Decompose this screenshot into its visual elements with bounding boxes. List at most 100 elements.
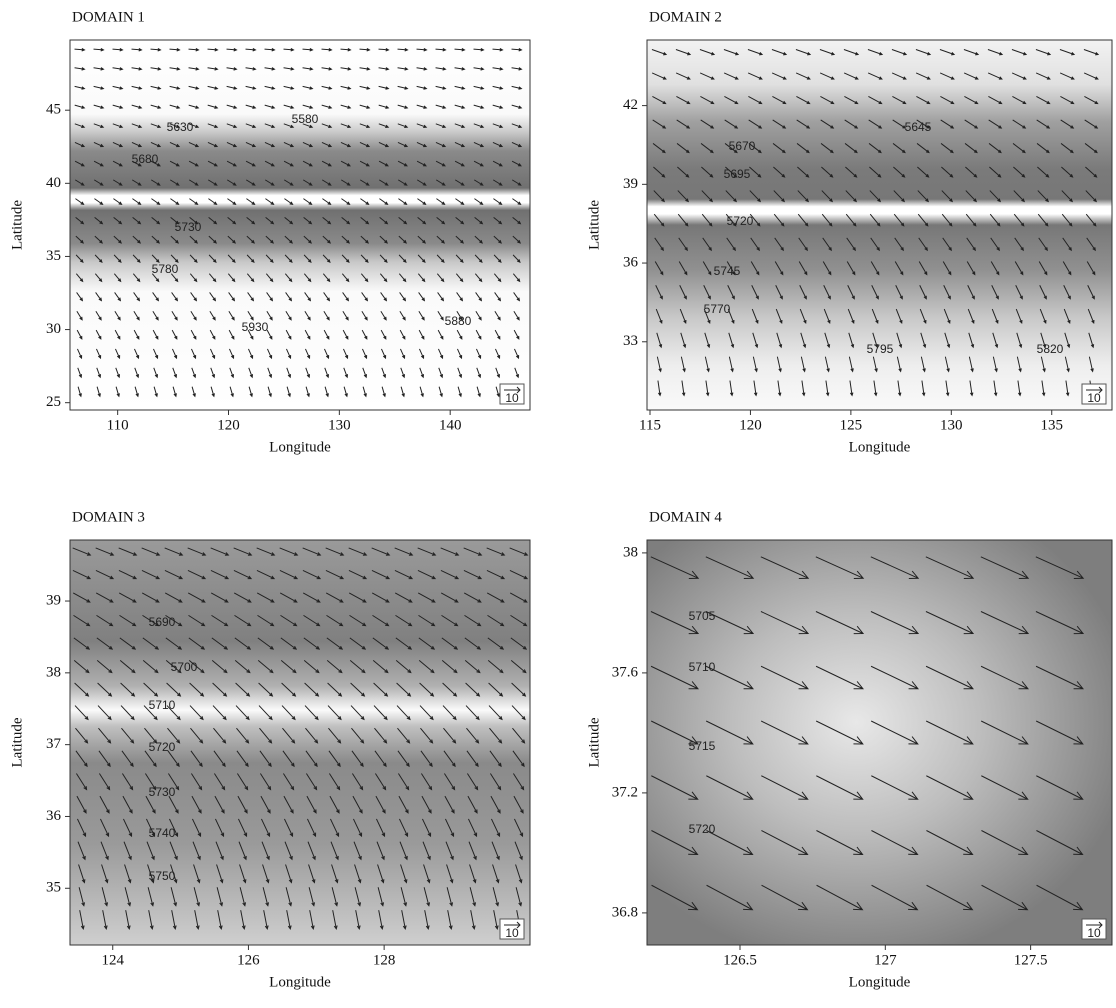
wind-vector	[190, 292, 198, 302]
wind-vector	[476, 348, 482, 360]
wind-vector	[966, 261, 976, 276]
wind-vector	[302, 67, 314, 71]
wind-vector	[360, 254, 369, 263]
wind-vector	[323, 310, 330, 321]
wind-vector	[340, 104, 352, 109]
wind-vector	[102, 910, 108, 930]
wind-vector	[76, 292, 84, 302]
wind-vector	[1037, 166, 1050, 178]
wind-vector	[99, 795, 110, 814]
wind-vector	[93, 47, 105, 52]
wind-vector	[227, 198, 237, 206]
wind-vector	[652, 119, 667, 129]
wind-vector	[132, 235, 141, 244]
wind-vector	[846, 261, 856, 276]
wind-vector	[495, 348, 501, 360]
wind-vector	[512, 254, 521, 263]
wind-vector	[651, 49, 668, 56]
wind-vector	[397, 727, 411, 744]
wind-vector	[378, 142, 390, 148]
wind-vector	[512, 773, 525, 791]
wind-vector	[454, 160, 465, 167]
wind-vector	[226, 123, 238, 129]
wind-vector	[676, 119, 691, 129]
y-axis-label: Latitude	[9, 200, 25, 250]
wind-vector	[172, 348, 178, 360]
wind-vector	[303, 254, 312, 263]
wind-vector	[1035, 72, 1051, 80]
wind-vector	[423, 887, 431, 907]
wind-vector	[95, 329, 102, 340]
wind-vector	[438, 348, 444, 360]
wind-vector	[1085, 166, 1098, 178]
wind-vector	[74, 85, 86, 90]
wind-vector	[93, 160, 104, 167]
wind-vector	[74, 142, 86, 148]
contour-label: 5700	[171, 660, 198, 674]
wind-vector	[654, 237, 664, 252]
wind-vector	[421, 795, 432, 814]
wind-vector	[190, 329, 197, 340]
contour-label: 5750	[149, 869, 176, 883]
y-tick-label: 38	[46, 664, 61, 680]
wind-vector	[650, 556, 700, 579]
wind-vector	[819, 49, 836, 56]
wind-vector	[939, 49, 956, 56]
wind-vector	[228, 310, 235, 321]
wind-vector	[940, 143, 954, 154]
wind-vector	[283, 85, 295, 90]
reference-vector-label: 10	[505, 391, 519, 405]
wind-vector	[512, 216, 522, 225]
wind-vector	[511, 179, 522, 186]
wind-vector	[700, 143, 714, 154]
wind-vector	[188, 614, 206, 627]
wind-vector	[993, 380, 998, 397]
wind-vector	[396, 705, 411, 721]
wind-vector	[981, 830, 1029, 856]
wind-vector	[235, 682, 251, 697]
wind-vector	[207, 142, 219, 148]
wind-vector	[303, 273, 312, 283]
y-tick-label: 39	[623, 176, 638, 192]
wind-vector	[966, 237, 976, 252]
reference-vector-arrow	[504, 921, 521, 929]
wind-vector	[228, 329, 235, 340]
wind-vector	[264, 179, 275, 186]
wind-vector	[1012, 95, 1027, 105]
wind-vector	[397, 773, 410, 791]
x-tick-label: 120	[739, 417, 762, 433]
wind-vector	[680, 356, 686, 373]
wind-vector	[473, 104, 485, 109]
wind-vector	[112, 104, 124, 109]
wind-vector	[350, 682, 366, 697]
map-panel: 5630 5580 5680 5730 5780 5930 5880 10 110 120 130 1…	[9, 9, 531, 455]
wind-vector	[353, 841, 362, 861]
wind-vector	[378, 67, 390, 71]
wind-vector	[824, 356, 830, 373]
wind-vector	[150, 160, 161, 167]
wind-vector	[940, 95, 955, 105]
wind-vector	[284, 216, 294, 225]
wind-vector	[265, 273, 274, 283]
wind-vector	[704, 332, 711, 349]
wind-vector	[132, 254, 141, 263]
wind-vector	[331, 864, 339, 884]
wind-vector	[359, 142, 371, 148]
wind-vector	[489, 750, 502, 768]
wind-vector	[214, 795, 225, 814]
wind-vector	[844, 95, 859, 105]
wind-vector	[191, 795, 202, 814]
wind-vector	[397, 47, 409, 52]
wind-vector	[374, 773, 387, 791]
wind-vector	[919, 285, 927, 300]
wind-vector	[303, 198, 313, 206]
wind-vector	[190, 750, 203, 768]
wind-vector	[188, 179, 199, 186]
wind-vector	[463, 592, 482, 603]
wind-vector	[454, 67, 466, 71]
wind-vector	[100, 841, 109, 861]
wind-vector	[442, 705, 457, 721]
wind-vector	[981, 884, 1029, 911]
wind-vector	[302, 569, 322, 580]
wind-vector	[207, 123, 219, 129]
